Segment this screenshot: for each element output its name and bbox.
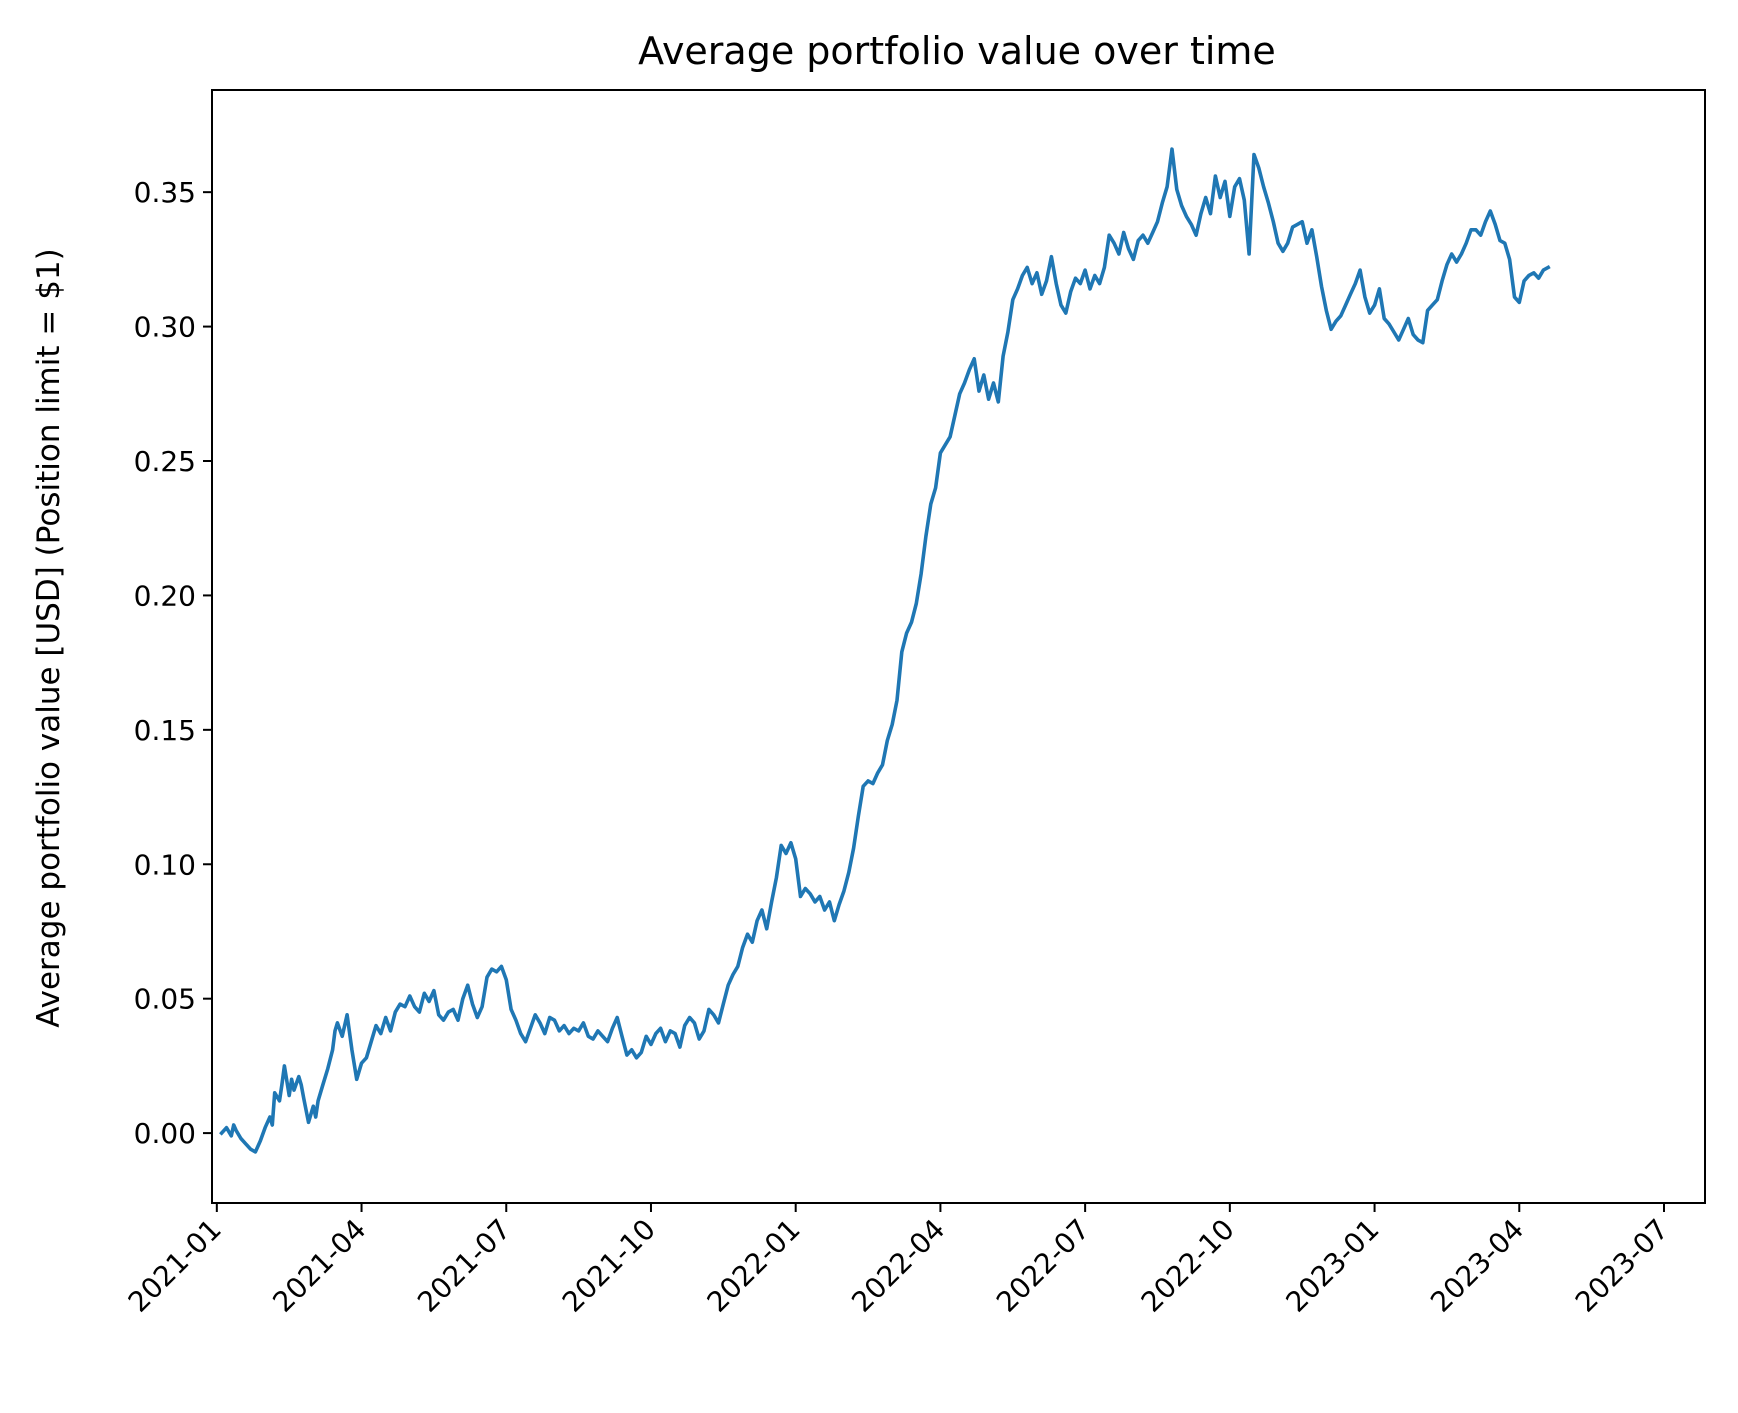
y-tick-label: 0.25 xyxy=(134,445,196,478)
plot-frame xyxy=(211,89,1706,1204)
chart-title: Average portfolio value over time xyxy=(638,29,1276,73)
y-tick-label: 0.00 xyxy=(134,1117,196,1150)
series-group xyxy=(219,147,1551,1154)
y-tick-label: 0.35 xyxy=(134,176,196,209)
y-tick-label: 0.05 xyxy=(134,983,196,1016)
y-tick-label: 0.10 xyxy=(134,848,196,881)
y-tick-label: 0.30 xyxy=(134,311,196,344)
series-line xyxy=(219,147,1551,1154)
y-tick-label: 0.15 xyxy=(134,714,196,747)
y-axis-label: Average portfolio value [USD] (Position … xyxy=(31,248,67,1028)
y-tick-label: 0.20 xyxy=(134,579,196,612)
